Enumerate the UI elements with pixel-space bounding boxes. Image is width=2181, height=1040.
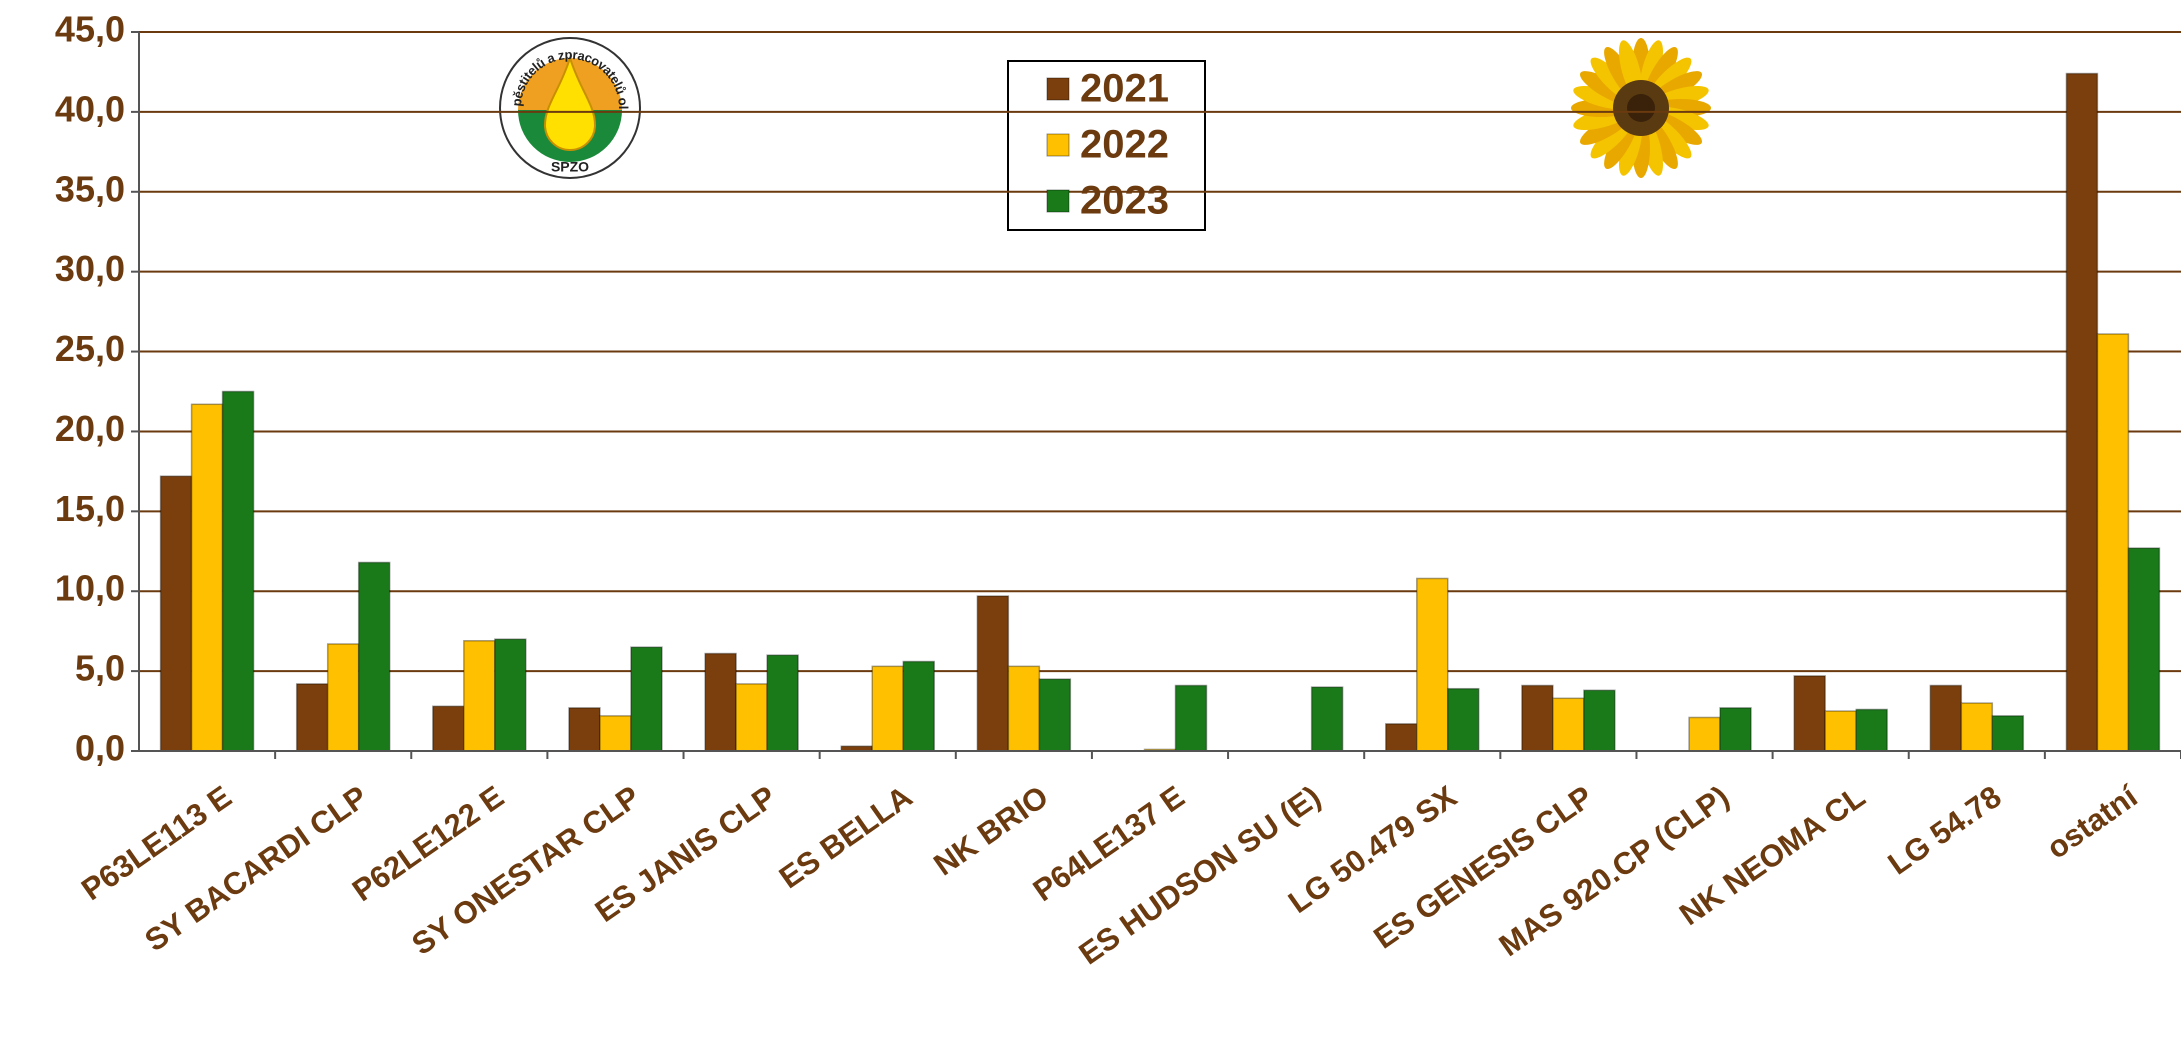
bar: [871, 665, 904, 752]
legend-label: 2022: [1080, 123, 1169, 167]
bar: [494, 638, 527, 752]
x-tick-label: ES HUDSON SU (E): [1073, 779, 1327, 972]
logo-drop: [543, 54, 597, 151]
y-tick-label: 10,0: [55, 568, 125, 609]
x-tick-label: LG 54.78: [1882, 779, 2008, 882]
bar: [1038, 678, 1072, 752]
bar: [326, 643, 360, 752]
y-tick-label: 15,0: [55, 488, 125, 529]
y-tick-label: 0,0: [75, 728, 125, 769]
x-tick-label: SY ONESTAR CLP: [406, 779, 647, 962]
bar: [1855, 708, 1888, 752]
bar: [1991, 715, 2025, 752]
y-tick-label: 20,0: [55, 408, 125, 449]
bar: [1793, 675, 1826, 752]
bar: [1174, 684, 1208, 752]
x-tick-label: ES BELLA: [773, 779, 919, 896]
x-tick-label: NK BRIO: [927, 779, 1054, 883]
y-tick-label: 45,0: [55, 9, 125, 50]
y-tick-label: 25,0: [55, 328, 125, 369]
bar: [599, 715, 632, 752]
bar: [221, 390, 255, 752]
legend-box: [1007, 60, 1206, 231]
bar: [735, 683, 768, 752]
sunflower: [1571, 38, 1711, 178]
legend: [1007, 60, 1206, 231]
bar: [1960, 702, 1994, 752]
legend-label: 2023: [1080, 179, 1169, 223]
bar: [1719, 707, 1752, 752]
bar: [1824, 710, 1857, 752]
x-tick-label: SY BACARDI CLP: [138, 779, 373, 959]
bar: [1583, 689, 1616, 752]
bar: [1385, 723, 1418, 752]
logo-abbr: SPZO: [551, 159, 589, 175]
bar: [1552, 697, 1585, 752]
bar: [357, 561, 391, 752]
x-tick-label: MAS 920.CP (CLP): [1493, 779, 1736, 963]
bar: [463, 640, 496, 752]
x-tick-label: ostatní: [2040, 778, 2144, 866]
bar: [432, 705, 465, 752]
bar: [1929, 684, 1963, 752]
legend-label: 2021: [1080, 67, 1169, 111]
bar: [1310, 686, 1344, 752]
x-tick-label: ES GENESIS CLP: [1367, 779, 1599, 956]
bar: [1447, 687, 1480, 752]
bar: [2065, 72, 2099, 752]
bar: [1007, 665, 1041, 752]
bar: [2096, 333, 2130, 752]
bar: [976, 595, 1010, 752]
bar: [190, 403, 224, 752]
bar: [1416, 577, 1449, 752]
bar: [2127, 547, 2161, 752]
bar: [1521, 684, 1554, 752]
legend-swatch: [1046, 133, 1070, 157]
y-tick-label: 30,0: [55, 248, 125, 289]
y-tick-label: 35,0: [55, 168, 125, 209]
bar: [159, 475, 193, 752]
bar: [902, 660, 935, 752]
bar: [568, 707, 601, 752]
bar: [295, 683, 329, 752]
bar: [704, 652, 737, 752]
bar: [766, 654, 799, 752]
legend-swatch: [1046, 77, 1070, 101]
seed-center: [1627, 94, 1655, 122]
legend-swatch: [1046, 189, 1070, 213]
bar: [1688, 716, 1721, 752]
y-tick-label: 40,0: [55, 88, 125, 129]
bar: [630, 646, 663, 752]
y-tick-label: 5,0: [75, 648, 125, 689]
